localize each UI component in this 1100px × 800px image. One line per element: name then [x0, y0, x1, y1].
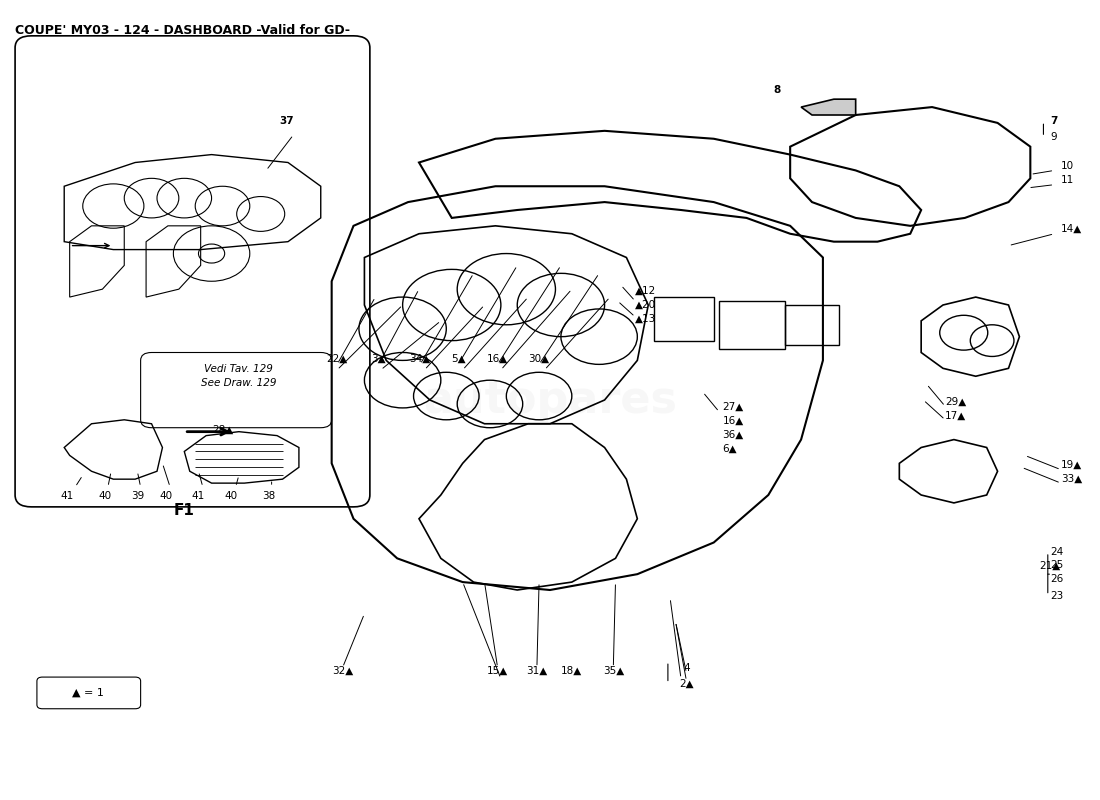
Text: 26: 26 [1050, 574, 1064, 584]
Text: 19▲: 19▲ [1060, 460, 1082, 470]
Text: 40: 40 [160, 491, 173, 501]
PathPatch shape [801, 99, 856, 115]
Text: 33▲: 33▲ [1060, 474, 1082, 484]
Text: 38: 38 [262, 491, 275, 501]
Text: 18▲: 18▲ [561, 666, 583, 676]
Text: 11: 11 [1060, 175, 1074, 185]
Text: 41: 41 [191, 491, 205, 501]
Text: 16▲: 16▲ [723, 415, 744, 426]
Text: 39: 39 [131, 491, 144, 501]
Text: 37: 37 [278, 115, 294, 126]
Text: 34▲: 34▲ [409, 354, 431, 364]
Text: 10: 10 [1060, 161, 1074, 170]
Bar [784, 305, 839, 345]
Text: 27▲: 27▲ [723, 402, 744, 411]
Bar [653, 297, 714, 341]
Text: ▲ = 1: ▲ = 1 [73, 688, 104, 698]
Text: 9: 9 [1050, 132, 1057, 142]
Text: 16▲: 16▲ [487, 354, 508, 364]
Text: 32▲: 32▲ [332, 666, 353, 676]
Text: 4: 4 [683, 662, 690, 673]
Text: 25: 25 [1050, 561, 1064, 570]
Text: 3▲: 3▲ [372, 354, 386, 364]
Text: 2▲: 2▲ [679, 678, 694, 689]
Text: 40: 40 [98, 491, 111, 501]
Text: 14▲: 14▲ [1060, 224, 1082, 234]
Text: ▲13: ▲13 [635, 314, 657, 324]
Text: autopares: autopares [424, 378, 676, 422]
Text: 30▲: 30▲ [528, 354, 550, 364]
Text: 41: 41 [60, 491, 74, 501]
Text: COUPE' MY03 - 124 - DASHBOARD -Valid for GD-: COUPE' MY03 - 124 - DASHBOARD -Valid for… [15, 24, 350, 37]
Text: ▲12: ▲12 [635, 286, 657, 296]
Text: 31▲: 31▲ [526, 666, 548, 676]
Text: 40: 40 [224, 491, 238, 501]
Bar [719, 301, 784, 349]
Text: 5▲: 5▲ [451, 354, 465, 364]
Text: 17▲: 17▲ [945, 411, 967, 421]
Text: F1: F1 [174, 503, 195, 518]
Text: 22▲: 22▲ [327, 354, 348, 364]
Text: 6▲: 6▲ [723, 444, 737, 454]
Text: 23: 23 [1050, 590, 1064, 601]
Text: 7: 7 [1050, 116, 1057, 126]
Text: Vedi Tav. 129
See Draw. 129: Vedi Tav. 129 See Draw. 129 [201, 364, 276, 387]
Text: 35▲: 35▲ [603, 666, 624, 676]
Text: 36▲: 36▲ [723, 430, 744, 440]
Text: 28▲: 28▲ [212, 425, 233, 435]
Text: ▲20: ▲20 [635, 300, 657, 310]
Text: 15▲: 15▲ [487, 666, 508, 676]
Text: 24: 24 [1050, 547, 1064, 557]
Text: 8: 8 [773, 85, 781, 94]
Text: 29▲: 29▲ [945, 397, 967, 406]
Text: 21▲: 21▲ [1040, 561, 1060, 570]
